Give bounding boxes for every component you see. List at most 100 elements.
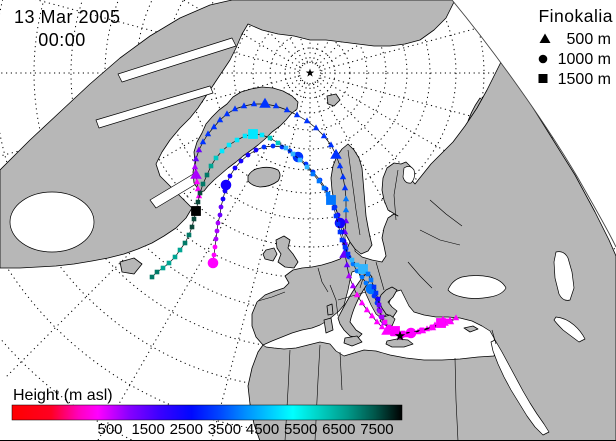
trajectory-point-circle: [245, 152, 251, 158]
trajectory-point-triangle: [240, 102, 248, 109]
corsica-island: [326, 303, 334, 316]
trajectory-point-triangle: [312, 124, 320, 131]
newfoundland-island: [119, 257, 143, 275]
trajectory-point-triangle: [343, 261, 351, 268]
trajectory-point-square: [182, 240, 188, 246]
trajectory-point-square: [195, 199, 201, 205]
trajectory-point-square: [267, 135, 273, 141]
colorbar-ticks: 500 1500 2500 3500 4500 5500 6500 7500: [97, 421, 393, 438]
trajectory-point-square: [200, 181, 206, 187]
trajectory-point-square: [440, 321, 446, 327]
trajectory-point-triangle: [345, 272, 353, 279]
trajectory-point-triangle: [320, 132, 328, 139]
trajectory-point-triangle: [204, 130, 212, 137]
trajectory-point-square: [186, 232, 192, 238]
trajectory-point-triangle: [373, 318, 381, 325]
trajectory-point-square: [386, 324, 392, 330]
trajectory-point-triangle: [194, 185, 202, 192]
trajectory-point-square: [401, 331, 407, 337]
trajectory-point-circle: [217, 212, 223, 218]
trajectory-point-square: [368, 277, 374, 283]
legend-square-icon: [538, 74, 548, 83]
trajectory-point-circle: [207, 257, 219, 269]
country-borders: [257, 149, 497, 441]
trajectory-point-square: [358, 264, 368, 274]
trajectory-point-triangle: [210, 123, 218, 130]
trajectory-point-square: [354, 262, 360, 268]
trajectory-point-triangle: [193, 178, 201, 185]
trajectory-point-square: [445, 318, 451, 324]
trajectory-layer: [149, 97, 460, 340]
trajectory-point-square: [275, 140, 281, 146]
trajectory-point-circle: [350, 261, 356, 267]
trajectory-point-square: [419, 327, 425, 333]
legend-label-1000: 1000 m: [558, 51, 611, 68]
trajectory-point-circle: [238, 158, 244, 164]
mediterranean-sea: [262, 269, 497, 361]
trajectory-point-circle: [220, 196, 226, 202]
trajectory-point-circle: [215, 220, 221, 226]
trajectory-point-square: [226, 142, 232, 148]
trajectory-point-square: [316, 178, 322, 184]
globe-limb: [452, 0, 616, 247]
date-text: 13 Mar 2005: [14, 7, 121, 27]
caspian-sea: [553, 251, 575, 301]
trajectory-point-triangle: [336, 162, 344, 169]
colorbar-tick-label: 500: [97, 421, 122, 438]
trajectory-point-triangle: [250, 100, 258, 107]
trajectory-point-circle: [359, 274, 365, 280]
trajectory-point-triangle: [195, 192, 203, 199]
trajectory-point-triangle: [303, 117, 311, 124]
trajectory-point-circle: [220, 179, 232, 191]
trajectory-point-square: [325, 191, 331, 197]
trajectory-point-square: [342, 244, 348, 250]
trajectory-point-square: [345, 251, 351, 257]
colorbar-tick-label: 1500: [131, 421, 164, 438]
legend-circle-icon: [538, 54, 548, 64]
trajectory-point-square: [349, 257, 355, 263]
colorbar-tick-label: 2500: [170, 421, 203, 438]
datetime-label: 13 Mar 2005 00:00: [14, 7, 121, 50]
trajectory-point-square: [149, 274, 155, 280]
trajectory-point-square: [321, 185, 327, 191]
trajectory-point-square: [390, 326, 400, 336]
trajectory-point-square: [365, 271, 371, 277]
trajectory-point-triangle: [330, 148, 342, 159]
trajectory-point-triangle: [259, 97, 271, 108]
trajectory-point-square: [177, 247, 183, 253]
trajectory-point-triangle: [327, 141, 335, 148]
trajectory-point-triangle: [358, 299, 366, 306]
trajectory-point-square: [375, 296, 381, 302]
trajectory-point-triangle: [368, 312, 376, 319]
colorbar-tick-label: 6500: [322, 421, 355, 438]
legend-triangle-icon: [539, 33, 551, 43]
cyprus-island: [463, 325, 479, 333]
trajectory-point-square: [248, 129, 258, 139]
colorbar-tick-label: 5500: [284, 421, 317, 438]
trajectory-point-triangle: [216, 116, 224, 123]
trajectory-point-circle: [253, 147, 259, 153]
trajectory-point-square: [160, 265, 166, 271]
trajectory-point-square: [382, 319, 388, 325]
trajectory-point-triangle: [353, 291, 361, 298]
trajectory-point-square: [219, 148, 225, 154]
italy-peninsula: [337, 271, 373, 339]
trajectory-point-square: [409, 329, 415, 335]
north-america-landmass: [0, 0, 456, 269]
trajectory-point-triangle: [272, 102, 280, 109]
trajectory-point-triangle: [283, 106, 291, 113]
north-pole-star: [305, 68, 315, 77]
colorbar-gradient: [11, 404, 403, 421]
trajectory-point-triangle: [223, 110, 231, 117]
trajectory-point-circle: [213, 236, 219, 242]
trajectory-point-circle: [232, 165, 238, 171]
globe-limb-edge: [451, 0, 616, 248]
trajectory-point-triangle: [339, 173, 347, 180]
colorbar-label: Height (m asl): [13, 387, 113, 404]
trajectory-point-triangle: [342, 195, 350, 202]
trajectory-1500m: [149, 129, 451, 337]
persian-gulf: [553, 316, 586, 343]
sicily-island: [343, 335, 363, 347]
trajectory-point-square: [242, 133, 248, 139]
